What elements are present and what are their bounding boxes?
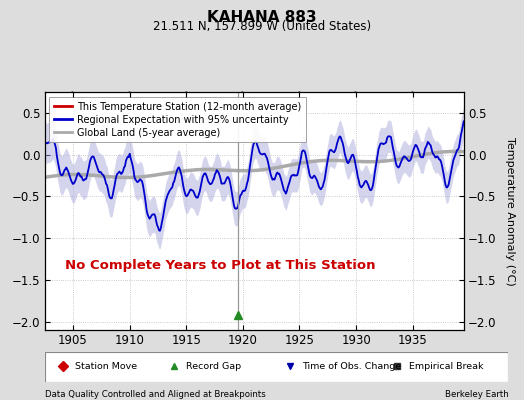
FancyBboxPatch shape (45, 352, 508, 382)
Text: KAHANA 883: KAHANA 883 (207, 10, 317, 25)
Text: Station Move: Station Move (75, 362, 137, 371)
Text: No Complete Years to Plot at This Station: No Complete Years to Plot at This Statio… (66, 259, 376, 272)
Text: Record Gap: Record Gap (186, 362, 241, 371)
Text: Berkeley Earth: Berkeley Earth (444, 390, 508, 399)
Legend: This Temperature Station (12-month average), Regional Expectation with 95% uncer: This Temperature Station (12-month avera… (49, 97, 305, 142)
Text: Time of Obs. Change: Time of Obs. Change (302, 362, 401, 371)
Text: Empirical Break: Empirical Break (409, 362, 483, 371)
Text: 21.511 N, 157.899 W (United States): 21.511 N, 157.899 W (United States) (153, 20, 371, 33)
Y-axis label: Temperature Anomaly (°C): Temperature Anomaly (°C) (505, 137, 515, 285)
Text: Data Quality Controlled and Aligned at Breakpoints: Data Quality Controlled and Aligned at B… (45, 390, 265, 399)
